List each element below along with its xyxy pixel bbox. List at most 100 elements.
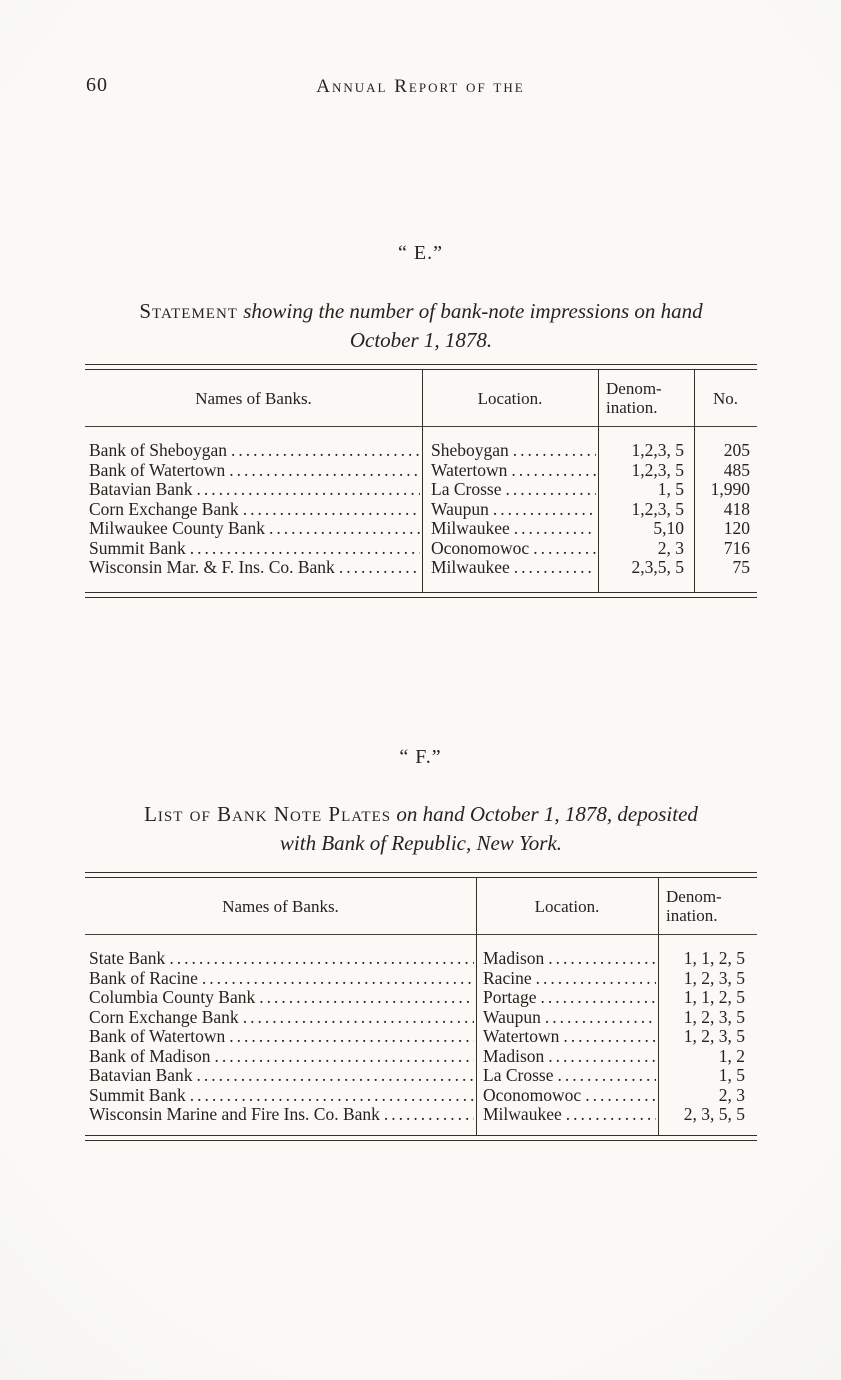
number-cell: 1,990 <box>710 480 750 499</box>
column-divider <box>598 369 600 593</box>
denomination-cell: 1, 2, 3, 5 <box>683 968 745 988</box>
column-header-location: Location. <box>477 388 543 408</box>
table-e-header: Names of Banks. Location. Denom-ination.… <box>85 370 757 427</box>
location-cell: La Crosse...............................… <box>476 1066 658 1086</box>
table-row: Corn Exchange Bank......................… <box>85 500 757 520</box>
table-row: Batavian Bank...........................… <box>85 1066 757 1086</box>
caption-f-rest: on hand October 1, 1878, deposited <box>391 802 698 826</box>
dot-leader: ........................................… <box>565 1105 656 1124</box>
table-top-rule <box>85 872 757 878</box>
location-cell: Waupun..................................… <box>431 499 596 519</box>
bank-name-cell: Summit Bank.............................… <box>89 538 420 558</box>
section-e-title: “ E.” <box>398 242 443 264</box>
table-f: Names of Banks. Location. Denom-ination.… <box>85 872 757 1141</box>
table-row: Bank of Watertown.......................… <box>85 461 757 481</box>
dot-leader: ........................................… <box>229 460 420 480</box>
denomination-cell: 2, 3 <box>718 1085 745 1105</box>
bank-name-cell: Bank of Sheboygan.......................… <box>85 441 422 461</box>
location-cell: Racine..................................… <box>476 969 658 989</box>
location-cell: Milwaukee...............................… <box>483 1105 656 1124</box>
dot-leader: ........................................… <box>338 558 420 577</box>
table-row: Columbia County Bank....................… <box>85 988 757 1008</box>
table-top-rule <box>85 364 757 370</box>
denomination-cell: 1,2,3, 5 <box>631 460 685 480</box>
bank-name-cell: Bank of Watertown.......................… <box>85 461 422 481</box>
dot-leader: ........................................… <box>535 968 656 988</box>
dot-leader: ........................................… <box>563 1027 656 1046</box>
column-divider <box>422 369 424 593</box>
number-cell: 418 <box>723 499 750 519</box>
denomination-cell: 1, 5 <box>657 480 684 499</box>
column-divider <box>476 877 478 1136</box>
dot-leader: ........................................… <box>492 499 596 519</box>
dot-leader: ........................................… <box>259 988 474 1007</box>
dot-leader: ........................................… <box>383 1105 474 1124</box>
denomination-cell: 2, 3 <box>657 538 684 558</box>
column-divider <box>694 369 696 593</box>
number-cell: 120 <box>723 519 750 538</box>
bank-name-cell: Bank of Madison.........................… <box>89 1046 474 1066</box>
dot-leader: ........................................… <box>196 480 420 499</box>
bank-name-cell: State Bank..............................… <box>89 949 474 968</box>
dot-leader: ........................................… <box>548 1046 656 1066</box>
dot-leader: ........................................… <box>189 538 420 558</box>
location-cell: Portage.................................… <box>483 988 656 1007</box>
dot-leader: ........................................… <box>585 1085 656 1105</box>
bank-name-cell: Batavian Bank...........................… <box>85 480 422 500</box>
section-f-title: “ F.” <box>399 746 442 768</box>
number-cell: 75 <box>732 558 751 577</box>
number-cell: 205 <box>723 441 750 460</box>
bank-name-cell: Summit Bank.............................… <box>89 1085 474 1105</box>
caption-e-lead: Statement <box>139 299 238 323</box>
bank-name-cell: Wisconsin Mar. & F. Ins. Co. Bank.......… <box>89 558 420 577</box>
dot-leader: ........................................… <box>548 949 656 968</box>
dot-leader: ........................................… <box>189 1085 474 1105</box>
column-header-denomination: Denom-ination. <box>666 887 722 925</box>
denomination-cell: 5,10 <box>653 519 684 538</box>
section-e-caption: Statement showing the number of bank-not… <box>70 297 772 355</box>
location-cell: Sheboygan...............................… <box>422 441 598 461</box>
caption-f-line2: with Bank of Republic, New York. <box>279 831 563 855</box>
denomination-cell: 1,2,3, 5 <box>631 441 685 460</box>
bank-name-cell: Batavian Bank...........................… <box>85 1066 476 1086</box>
location-cell: La Crosse...............................… <box>422 480 598 500</box>
column-header-names: Names of Banks. <box>222 896 339 916</box>
table-row: Milwaukee County Bank...................… <box>85 519 757 539</box>
bank-name-cell: Milwaukee County Bank...................… <box>89 519 420 538</box>
bank-name-cell: Bank of Watertown.......................… <box>89 1027 474 1046</box>
table-row: Summit Bank.............................… <box>85 1086 757 1106</box>
dot-leader: ........................................… <box>201 968 474 988</box>
denomination-cell: 1, 1, 2, 5 <box>683 949 745 968</box>
column-header-no: No. <box>712 388 739 408</box>
denomination-cell: 1, 2, 3, 5 <box>683 1007 745 1027</box>
dot-leader: ........................................… <box>242 499 420 519</box>
location-cell: Madison.................................… <box>476 949 658 969</box>
dot-leader: ........................................… <box>533 538 596 558</box>
denomination-cell: 1, 5 <box>718 1066 745 1085</box>
table-f-body: State Bank..............................… <box>85 935 757 1135</box>
table-row: Bank of Watertown.......................… <box>85 1027 757 1047</box>
table-row: Wisconsin Marine and Fire Ins. Co. Bank.… <box>85 1105 757 1125</box>
location-cell: Oconomowoc..............................… <box>476 1086 658 1106</box>
location-cell: Watertown...............................… <box>422 461 598 481</box>
column-header-location: Location. <box>534 896 600 916</box>
dot-leader: ........................................… <box>169 949 474 968</box>
table-e: Names of Banks. Location. Denom-ination.… <box>85 364 757 598</box>
table-row: Corn Exchange Bank......................… <box>85 1008 757 1028</box>
denomination-cell: 1,2,3, 5 <box>631 499 685 519</box>
dot-leader: ........................................… <box>242 1007 474 1027</box>
table-row: State Bank..............................… <box>85 949 757 969</box>
table-row: Bank of Sheboygan.......................… <box>85 441 757 461</box>
page-number: 60 <box>86 74 108 96</box>
denomination-cell: 1, 2 <box>718 1046 745 1066</box>
dot-leader: ........................................… <box>511 460 596 480</box>
table-row: Bank of Madison.........................… <box>85 1047 757 1067</box>
dot-leader: ........................................… <box>231 441 420 460</box>
location-cell: Milwaukee...............................… <box>431 519 596 538</box>
dot-leader: ........................................… <box>544 1007 656 1027</box>
number-cell: 485 <box>723 460 750 480</box>
bank-name-cell: Wisconsin Marine and Fire Ins. Co. Bank.… <box>89 1105 474 1124</box>
location-cell: Waupun..................................… <box>483 1007 656 1027</box>
dot-leader: ........................................… <box>505 480 596 499</box>
